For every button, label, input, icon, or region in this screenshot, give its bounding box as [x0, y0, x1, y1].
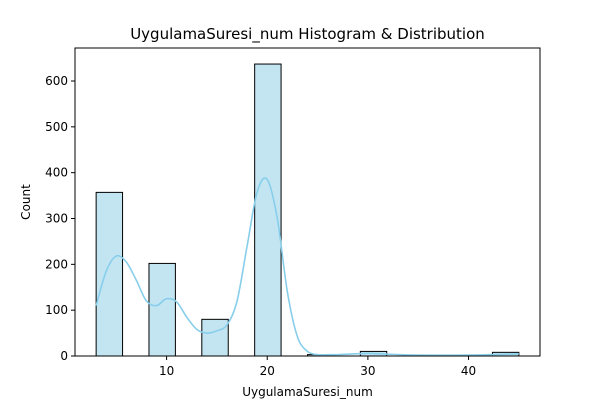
x-tick-label: 10: [159, 364, 174, 378]
y-axis-label: Count: [19, 184, 33, 220]
y-tick-label: 300: [45, 212, 68, 226]
histogram-bar: [148, 262, 176, 357]
y-tick-label: 600: [45, 74, 68, 88]
y-tick-label: 0: [60, 349, 68, 363]
histogram-bar: [254, 63, 282, 357]
kde-line: [95, 177, 519, 356]
histogram-bar: [95, 191, 124, 357]
y-tick-label: 200: [45, 257, 68, 271]
y-axis-ticks: 0 100 200 300 400 500 600: [45, 74, 75, 363]
y-tick-label: 400: [45, 166, 68, 180]
x-tick-label: 30: [360, 364, 375, 378]
y-tick-label: 500: [45, 120, 68, 134]
x-axis-ticks: 10 20 30 40: [159, 356, 476, 378]
plot-frame: [74, 47, 541, 357]
x-tick-label: 40: [461, 364, 476, 378]
chart-title: UygulamaSuresi_num Histogram & Distribut…: [130, 25, 485, 44]
histogram-bars: [95, 63, 520, 357]
y-tick-label: 100: [45, 303, 68, 317]
x-axis-label: UygulamaSuresi_num: [242, 385, 373, 399]
x-tick-label: 20: [260, 364, 275, 378]
histogram-bar: [201, 318, 229, 357]
kde-curve-group: [95, 177, 519, 356]
